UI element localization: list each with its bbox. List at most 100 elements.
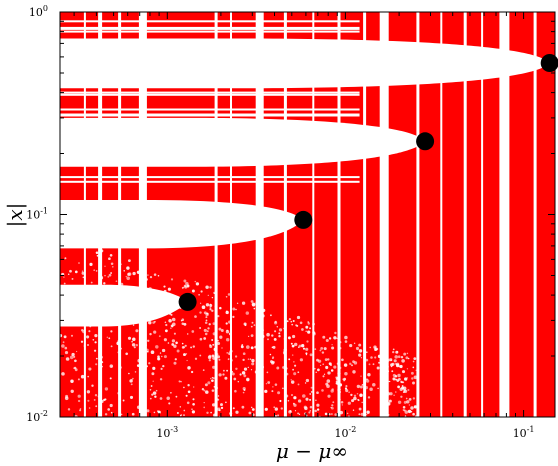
speckle [297,399,302,403]
speckle [333,336,337,340]
speckle [207,355,212,360]
speckle [353,396,357,401]
speckle [392,348,395,351]
speckle [274,407,278,411]
speckle [412,381,415,385]
y-axis-label: |x| [3,203,28,228]
speckle [309,410,312,412]
speckle [412,397,416,400]
speckle [243,374,247,378]
speckle [157,355,160,359]
speckle [408,398,412,401]
speckle [87,344,89,346]
speckle [171,317,176,322]
speckle [149,276,153,279]
speckle [71,352,75,357]
speckle [372,363,375,366]
speckle [235,410,239,414]
speckle [199,311,202,314]
speckle [60,334,63,338]
speckle [376,366,380,370]
speckle [250,369,253,371]
speckle [161,348,166,353]
speckle [408,357,410,360]
speckle [358,343,362,347]
speckle [154,395,157,398]
speckle [132,377,134,380]
speckle [353,394,357,397]
speckle [218,358,221,361]
speckle [327,394,331,398]
speckle [372,383,376,387]
speckle [294,410,297,412]
periodic-window [499,12,510,417]
speckle [377,387,379,390]
speckle [298,346,300,348]
speckle [244,324,247,327]
horizontal-streak [60,108,360,111]
horizontal-streak [60,20,360,23]
speckle [150,350,155,355]
speckle [79,409,82,412]
speckle [331,388,334,391]
speckle [394,362,397,365]
speckle [305,378,310,383]
speckle [277,391,281,395]
speckle [88,330,91,333]
speckle [201,388,205,391]
speckle [406,400,410,404]
speckle [302,394,306,398]
speckle [307,322,311,325]
speckle [192,345,195,348]
speckle [327,371,331,375]
speckle [349,344,353,348]
speckle [211,379,214,383]
speckle [237,381,239,383]
speckle [125,352,129,356]
speckle [351,399,355,403]
speckle [321,389,324,392]
speckle [324,358,328,361]
speckle [225,322,228,325]
speckle [278,335,281,338]
speckle [63,335,67,339]
speckle [290,379,292,381]
speckle [388,399,392,403]
speckle [107,276,110,278]
speckle [288,410,292,414]
speckle [67,273,70,276]
speckle [296,324,299,327]
speckle [211,403,216,407]
speckle [398,365,401,368]
speckle [253,307,256,310]
horizontal-streak [60,176,360,179]
speckle [349,362,352,366]
speckle [343,379,345,382]
speckle [265,383,268,385]
speckle [155,389,158,392]
axis-ticks [60,11,555,418]
speckle [135,329,139,333]
speckle [235,308,237,311]
speckle [326,379,331,383]
speckle [341,404,343,406]
speckle [316,391,319,395]
speckle [74,359,77,363]
speckle [313,367,316,370]
speckle [291,323,294,326]
speckle [192,398,195,401]
speckle [287,400,290,402]
speckle [95,405,98,408]
speckle [146,350,149,353]
speckle [343,363,348,367]
speckle [199,354,202,357]
speckle [175,395,178,398]
speckle [374,356,377,359]
speckle [213,377,215,379]
speckle [207,327,210,330]
speckle [243,389,246,391]
speckle [279,399,282,403]
speckle [403,389,408,394]
speckle [226,310,228,313]
speckle [291,394,293,396]
